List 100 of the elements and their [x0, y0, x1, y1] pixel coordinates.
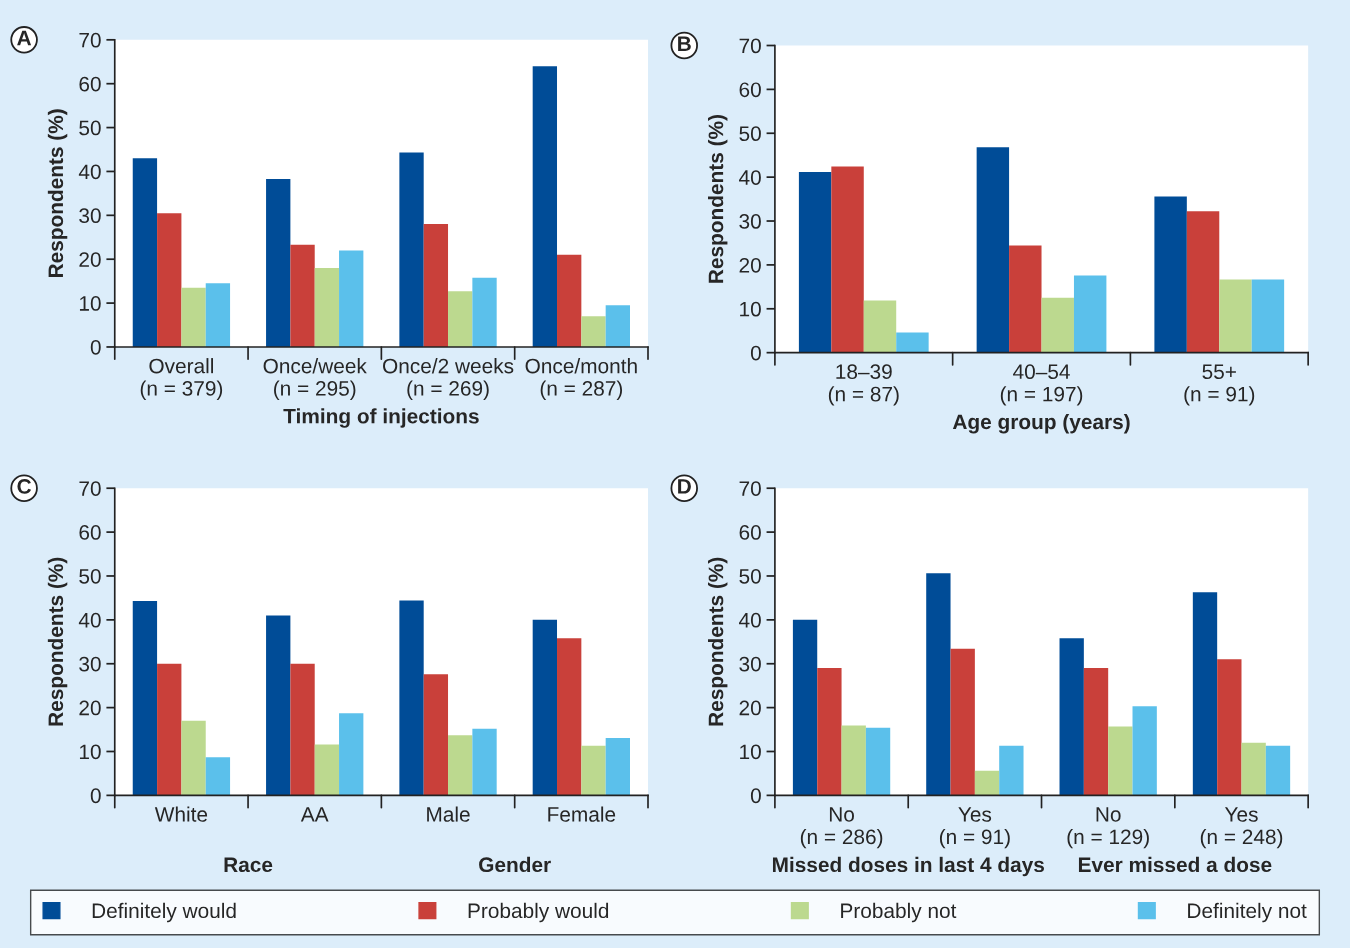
- bar: [1192, 592, 1218, 796]
- bar: [1009, 245, 1042, 353]
- bar: [896, 332, 929, 353]
- x-tick-label: Yes (n = 91): [939, 807, 1010, 849]
- x-tick-label: No (n = 286): [800, 807, 883, 849]
- bar: [314, 267, 340, 347]
- y-tick-label: 10: [740, 744, 761, 760]
- y-tick-label: 50: [739, 126, 761, 142]
- text: Ever missed a dose: [1078, 856, 1272, 873]
- bar: [557, 254, 582, 347]
- bar: [157, 663, 182, 796]
- bar: [423, 224, 449, 347]
- bar: [863, 300, 897, 353]
- y-tick-label: 20: [739, 257, 761, 273]
- x-axis-title: Timing of injections: [283, 408, 479, 428]
- y-tick-label: 40: [739, 612, 761, 628]
- bar: [1154, 196, 1187, 353]
- bar: [448, 291, 473, 347]
- y-tick-label: 10: [79, 744, 101, 760]
- legend-label: Definitely would: [92, 902, 236, 923]
- y-tick-label: 60: [739, 82, 761, 98]
- y-tick-label: 40: [78, 164, 101, 180]
- bar: [792, 619, 818, 796]
- y-axis-title: Respondents (%): [47, 557, 68, 726]
- bar: [266, 178, 291, 347]
- text: Race: [224, 857, 273, 873]
- bar: [132, 600, 158, 796]
- y-tick-label: 40: [739, 170, 761, 185]
- legend-label: Probably would: [468, 902, 609, 923]
- y-tick-label: 60: [739, 525, 761, 540]
- y-tick-label: 30: [79, 208, 101, 224]
- text: B: [678, 36, 691, 51]
- y-axis-title: Respondents (%): [47, 109, 68, 278]
- x-tick-label: No (n = 129): [1067, 807, 1149, 849]
- y-axis-title: Respondents (%): [708, 557, 728, 726]
- bar: [817, 668, 842, 796]
- x-tick-label: AA: [300, 807, 329, 822]
- y-tick-label: 0: [90, 339, 101, 355]
- bar: [266, 615, 291, 796]
- bar: [1241, 742, 1266, 796]
- bar: [581, 745, 606, 796]
- bar: [865, 727, 891, 796]
- y-tick-label: 30: [79, 656, 101, 672]
- bar: [999, 745, 1024, 796]
- legend-label: Probably not: [841, 902, 957, 923]
- bar: [399, 600, 424, 796]
- x-tick-label: 18–39 (n = 87): [828, 364, 899, 406]
- bar: [1108, 726, 1133, 796]
- y-tick-label: 40: [78, 612, 101, 628]
- bar: [1059, 638, 1084, 796]
- y-tick-label: 20: [739, 700, 761, 716]
- bar: [339, 713, 364, 796]
- bar: [581, 316, 606, 347]
- y-tick-label: 70: [739, 38, 761, 54]
- y-tick-label: 60: [79, 76, 101, 92]
- bar: [290, 663, 315, 796]
- bar: [339, 250, 364, 347]
- bar: [1217, 659, 1242, 796]
- bar: [205, 283, 231, 347]
- bar: [290, 244, 315, 347]
- x-tick-label: 55+ (n = 91): [1184, 364, 1255, 406]
- bar: [976, 147, 1010, 353]
- text: D: [678, 479, 691, 494]
- x-tick-label: White: [154, 806, 208, 822]
- x-tick-label: Once/month (n = 287): [525, 358, 637, 400]
- y-axis-title: Respondents (%): [708, 115, 728, 283]
- bar: [831, 166, 864, 353]
- y-tick-label: 0: [750, 345, 761, 361]
- bar: [399, 152, 424, 347]
- bar: [472, 728, 497, 796]
- y-tick-label: 50: [79, 568, 101, 584]
- bar: [798, 171, 832, 353]
- y-tick-label: 70: [739, 481, 761, 496]
- text: A: [17, 30, 32, 46]
- bar: [950, 648, 975, 796]
- bar: [1073, 275, 1107, 353]
- y-tick-label: 20: [79, 252, 101, 267]
- text: Gender: [479, 856, 551, 873]
- x-axis-title: Age group (years): [952, 413, 1130, 434]
- bar: [1041, 297, 1074, 353]
- bar: [181, 287, 206, 347]
- bar: [926, 573, 951, 796]
- bar: [314, 744, 340, 796]
- y-tick-label: 20: [79, 700, 101, 716]
- bar: [532, 66, 558, 347]
- bar: [132, 158, 158, 347]
- y-tick-label: 30: [739, 656, 761, 672]
- x-tick-label: Female: [548, 806, 616, 822]
- y-tick-label: 30: [739, 214, 761, 229]
- bar: [1265, 745, 1291, 796]
- bar: [1251, 279, 1285, 353]
- bar: [605, 305, 630, 347]
- bar: [532, 619, 558, 796]
- y-tick-label: 70: [79, 32, 101, 48]
- y-tick-label: 10: [740, 301, 761, 317]
- bar: [205, 757, 231, 796]
- x-tick-label: Male: [427, 806, 470, 822]
- y-tick-label: 10: [79, 296, 101, 311]
- bar: [472, 277, 497, 347]
- x-tick-label: Yes (n = 248): [1200, 807, 1283, 849]
